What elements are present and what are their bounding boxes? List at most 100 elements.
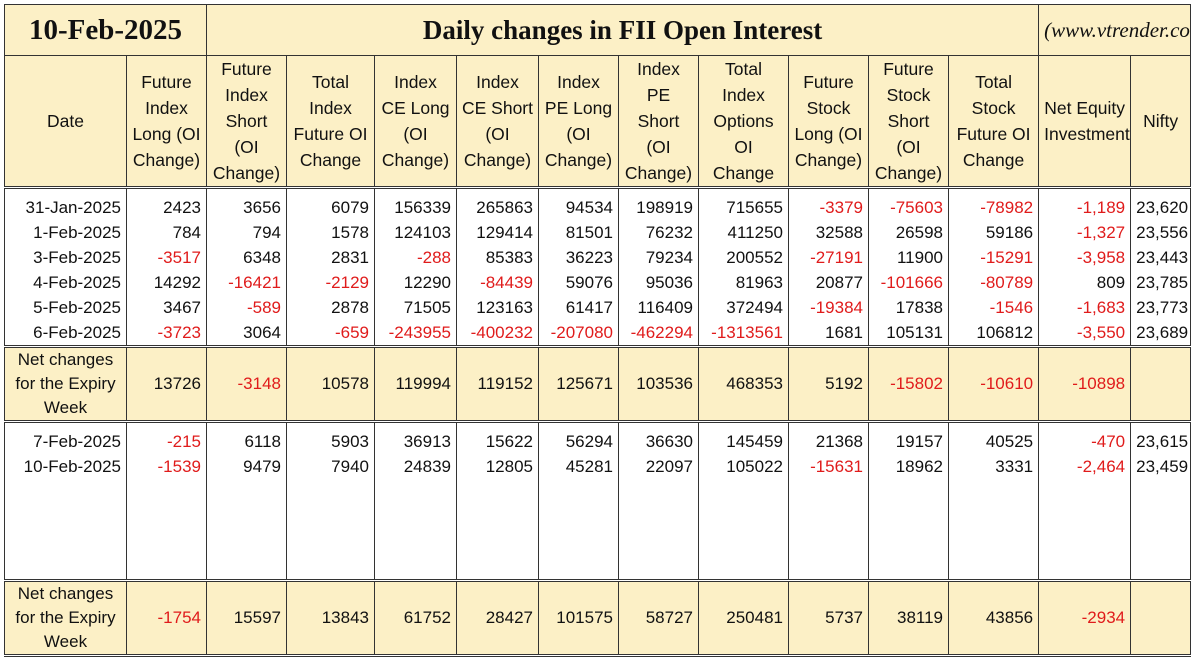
spacer-cell xyxy=(126,186,207,195)
empty-cell xyxy=(456,554,539,581)
net-value-cell: 119994 xyxy=(374,345,457,423)
value-cell: -462294 xyxy=(618,320,699,347)
spacer-cell xyxy=(4,420,127,429)
value-cell: -84439 xyxy=(456,270,539,295)
value-cell: -101666 xyxy=(868,270,949,295)
date-cell: 3-Feb-2025 xyxy=(4,245,127,270)
empty-cell xyxy=(206,479,287,504)
title-bar: 10-Feb-2025 Daily changes in FII Open In… xyxy=(4,4,1192,56)
empty-cell xyxy=(1130,479,1192,504)
value-cell: 265863 xyxy=(456,195,539,220)
table-row: 7-Feb-2025 -215 6118 5903 36913 15622 56294 366… xyxy=(4,429,1192,454)
date-cell: 1-Feb-2025 xyxy=(4,220,127,245)
net-value-cell: -10898 xyxy=(1038,345,1132,423)
net-value-cell: -1754 xyxy=(126,579,207,657)
net-value-cell: -10610 xyxy=(947,345,1040,423)
net-value-cell xyxy=(1130,579,1192,657)
value-cell: 32588 xyxy=(788,220,869,245)
date-cell: 10-Feb-2025 xyxy=(4,454,127,479)
value-cell: -3,958 xyxy=(1038,245,1132,270)
empty-cell xyxy=(1130,554,1192,581)
empty-cell xyxy=(286,479,375,504)
value-cell: -215 xyxy=(126,429,207,454)
date-cell: 5-Feb-2025 xyxy=(4,295,127,320)
value-cell: -400232 xyxy=(456,320,539,347)
empty-cell xyxy=(4,554,127,581)
empty-cell xyxy=(698,529,789,554)
empty-cell xyxy=(456,504,539,529)
value-cell: 1578 xyxy=(286,220,375,245)
net-value-cell: -3148 xyxy=(206,345,287,423)
empty-row xyxy=(4,504,1192,529)
value-cell: 61417 xyxy=(538,295,619,320)
net-value-cell: -2934 xyxy=(1038,579,1132,657)
value-cell: 81963 xyxy=(698,270,789,295)
value-cell: 3656 xyxy=(206,195,287,220)
value-cell: 198919 xyxy=(618,195,699,220)
empty-cell xyxy=(1038,554,1132,581)
table-row: 31-Jan-2025 2423 3656 6079 156339 265863 94534… xyxy=(4,195,1192,220)
empty-cell xyxy=(788,529,869,554)
spacer-cell xyxy=(788,420,869,429)
value-cell: -3517 xyxy=(126,245,207,270)
net-value-cell: -15802 xyxy=(868,345,949,423)
value-cell: 129414 xyxy=(456,220,539,245)
value-cell: 23,556 xyxy=(1130,220,1192,245)
value-cell: 6118 xyxy=(206,429,287,454)
empty-cell xyxy=(947,504,1040,529)
value-cell: 145459 xyxy=(698,429,789,454)
empty-row xyxy=(4,479,1192,504)
column-header: Future Stock Long (OI Change) xyxy=(788,55,869,188)
value-cell: 79234 xyxy=(618,245,699,270)
table-row: 1-Feb-2025 784 794 1578 124103 129414 81501 762… xyxy=(4,220,1192,245)
value-cell: 36913 xyxy=(374,429,457,454)
column-header: Index PE Short (OI Change) xyxy=(618,55,699,188)
value-cell: -659 xyxy=(286,320,375,347)
value-cell: 156339 xyxy=(374,195,457,220)
empty-cell xyxy=(788,504,869,529)
spacer-cell xyxy=(1130,420,1192,429)
value-cell: 105131 xyxy=(868,320,949,347)
value-cell: -16421 xyxy=(206,270,287,295)
value-cell: 23,773 xyxy=(1130,295,1192,320)
spacer-cell xyxy=(456,186,539,195)
empty-cell xyxy=(868,529,949,554)
empty-cell xyxy=(1038,529,1132,554)
net-value-cell: 125671 xyxy=(538,345,619,423)
empty-cell xyxy=(374,504,457,529)
column-header-row: Date Future Index Long (OI Change) Future … xyxy=(4,55,1192,188)
value-cell: 2423 xyxy=(126,195,207,220)
value-cell: -1546 xyxy=(947,295,1040,320)
fii-oi-table-sheet: 10-Feb-2025 Daily changes in FII Open In… xyxy=(4,4,1192,657)
value-cell: 22097 xyxy=(618,454,699,479)
value-cell: -288 xyxy=(374,245,457,270)
value-cell: -19384 xyxy=(788,295,869,320)
value-cell: 105022 xyxy=(698,454,789,479)
empty-cell xyxy=(374,479,457,504)
spacer-cell xyxy=(618,186,699,195)
value-cell: 6348 xyxy=(206,245,287,270)
report-title: Daily changes in FII Open Interest xyxy=(205,4,1040,56)
value-cell: 17838 xyxy=(868,295,949,320)
empty-cell xyxy=(947,554,1040,581)
empty-cell xyxy=(1038,504,1132,529)
spacer-cell xyxy=(286,186,375,195)
value-cell: -3379 xyxy=(788,195,869,220)
value-cell: 9479 xyxy=(206,454,287,479)
net-changes-label: Net changes for the Expiry Week xyxy=(4,345,127,423)
value-cell: -589 xyxy=(206,295,287,320)
empty-cell xyxy=(618,479,699,504)
value-cell: 23,615 xyxy=(1130,429,1192,454)
value-cell: -80789 xyxy=(947,270,1040,295)
empty-cell xyxy=(4,504,127,529)
value-cell: -78982 xyxy=(947,195,1040,220)
spacer-cell xyxy=(206,186,287,195)
empty-cell xyxy=(698,554,789,581)
spacer-cell xyxy=(1130,186,1192,195)
net-value-cell: 10578 xyxy=(286,345,375,423)
table-row: 3-Feb-2025 -3517 6348 2831 -288 85383 36223 792… xyxy=(4,245,1192,270)
value-cell: 411250 xyxy=(698,220,789,245)
value-cell: 5903 xyxy=(286,429,375,454)
empty-cell xyxy=(868,504,949,529)
value-cell: 23,443 xyxy=(1130,245,1192,270)
